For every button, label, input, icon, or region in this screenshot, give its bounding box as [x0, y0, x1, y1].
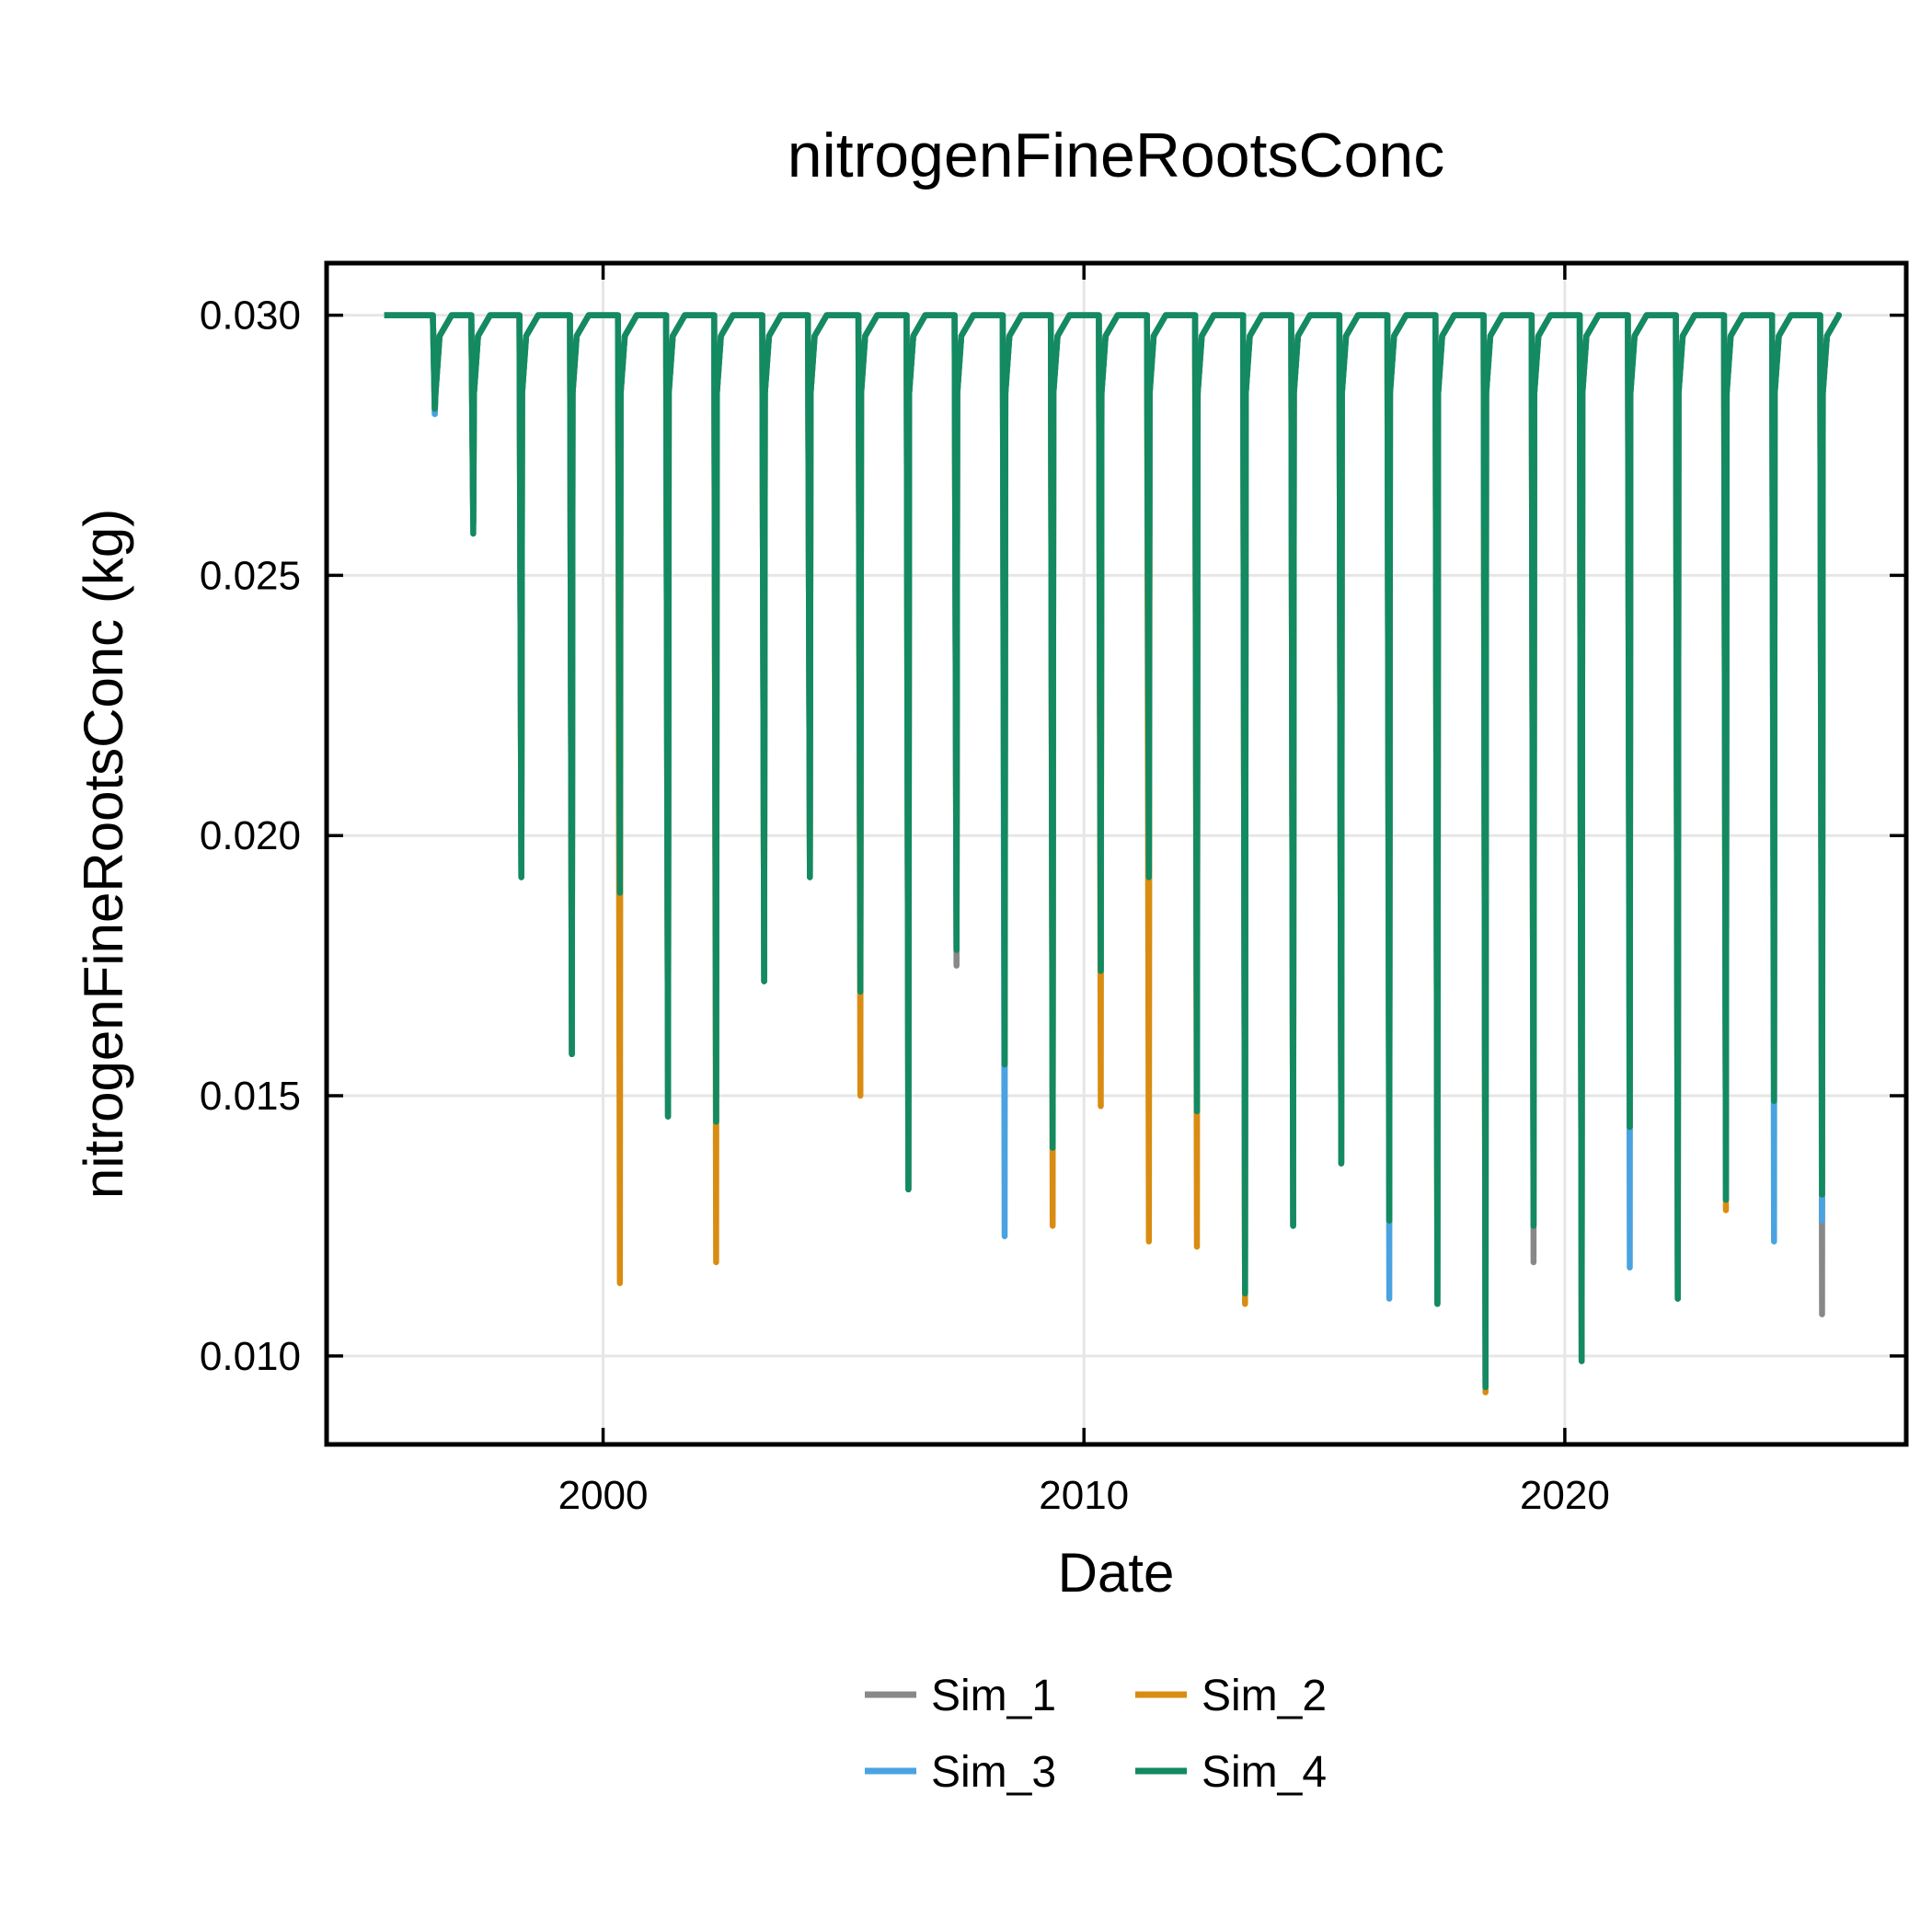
x-tick-label: 2010: [1039, 1473, 1129, 1518]
y-tick-label: 0.025: [200, 553, 301, 598]
legend-label-sim_2: Sim_2: [1202, 1672, 1327, 1720]
x-tick-label: 2000: [558, 1473, 649, 1518]
y-tick-label: 0.020: [200, 813, 301, 858]
legend-label-sim_4: Sim_4: [1202, 1748, 1327, 1797]
x-tick-label: 2020: [1520, 1473, 1610, 1518]
y-tick-label: 0.030: [200, 293, 301, 339]
series-line-sim_4: [384, 312, 1843, 1391]
legend: Sim_1 Sim_2 Sim_3 Sim_4: [865, 1672, 1327, 1797]
legend-label-sim_1: Sim_1: [931, 1672, 1056, 1720]
chart-title: nitrogenFineRootsConc: [788, 121, 1444, 190]
y-tick-label: 0.010: [200, 1334, 301, 1379]
axis-ticks: 0.010 0.015 0.020 0.025 0.030 2000 2010 2020: [200, 263, 1906, 1518]
y-tick-label: 0.015: [200, 1074, 301, 1119]
x-axis-label: Date: [1058, 1542, 1175, 1604]
legend-label-sim_3: Sim_3: [931, 1748, 1056, 1797]
gridlines: [327, 263, 1906, 1444]
y-axis-label: nitrogenFineRootsConc (kg): [73, 509, 134, 1199]
plot-frame: [324, 260, 1909, 1447]
plot-series: [384, 312, 1843, 1396]
